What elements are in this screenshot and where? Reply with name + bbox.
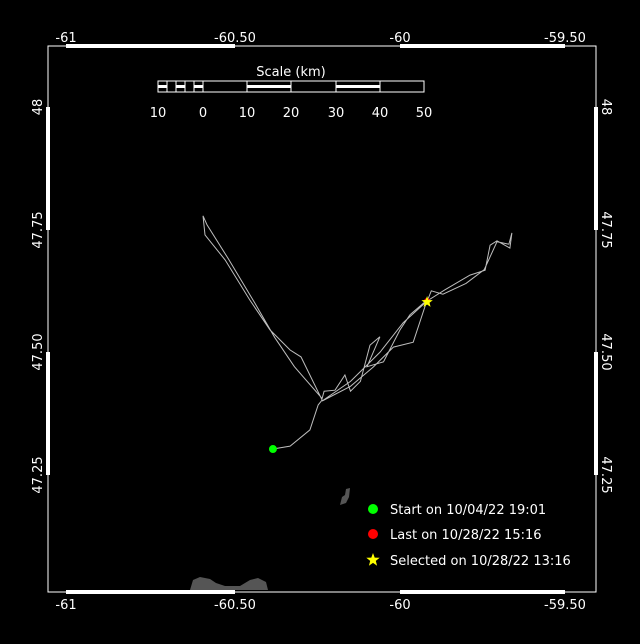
legend: Start on 10/04/22 19:01 Last on 10/28/22… [366, 503, 571, 569]
start-marker[interactable] [268, 445, 277, 454]
scale-label: 30 [328, 106, 345, 121]
lat-label: 47.50 [598, 333, 613, 370]
lon-labels-top: -61 -60.50 -60 -59.50 [55, 31, 586, 46]
land [190, 488, 350, 590]
map-frame [47, 45, 597, 593]
lat-labels-right: 48 47.75 47.50 47.25 [598, 99, 613, 494]
lat-label: 47.75 [31, 211, 46, 248]
lat-label: 47.25 [31, 456, 46, 493]
lon-label: -59.50 [544, 598, 586, 613]
lat-label: 47.50 [31, 333, 46, 370]
legend-last-label: Last on 10/28/22 15:16 [390, 528, 542, 543]
scale-label: 50 [416, 106, 433, 121]
scale-label: 20 [283, 106, 300, 121]
start-legend-icon [368, 504, 378, 514]
lon-label: -60.50 [214, 31, 256, 46]
scale-label: 40 [372, 106, 389, 121]
last-legend-icon [368, 529, 378, 539]
scale-label: 10 [150, 106, 167, 121]
lat-label: 48 [31, 99, 46, 116]
lon-label: -60.50 [214, 598, 256, 613]
land-south [190, 577, 268, 590]
scale-label: 10 [239, 106, 256, 121]
lon-label: -59.50 [544, 31, 586, 46]
lon-label: -60 [389, 31, 410, 46]
land-island [340, 488, 350, 505]
selected-star-marker[interactable] [421, 296, 433, 307]
lon-label: -60 [389, 598, 410, 613]
lon-labels-bottom: -61 -60.50 -60 -59.50 [55, 598, 586, 613]
lat-label: 47.75 [598, 211, 613, 248]
legend-start-label: Start on 10/04/22 19:01 [390, 503, 546, 518]
frame-bars [46, 44, 598, 594]
lat-label: 47.25 [598, 456, 613, 493]
drifter-track [202, 215, 513, 450]
lat-labels-left: 48 47.75 47.50 47.25 [31, 99, 46, 494]
legend-selected-label: Selected on 10/28/22 13:16 [390, 554, 571, 569]
scale-label: 0 [199, 106, 207, 121]
scale-bar: Scale (km) 10 0 10 20 30 40 50 [150, 65, 433, 121]
scale-title: Scale (km) [256, 65, 325, 80]
lat-label: 48 [598, 99, 613, 116]
selected-star-legend-icon [366, 553, 380, 566]
lon-label: -61 [55, 598, 76, 613]
lon-label: -61 [55, 31, 76, 46]
